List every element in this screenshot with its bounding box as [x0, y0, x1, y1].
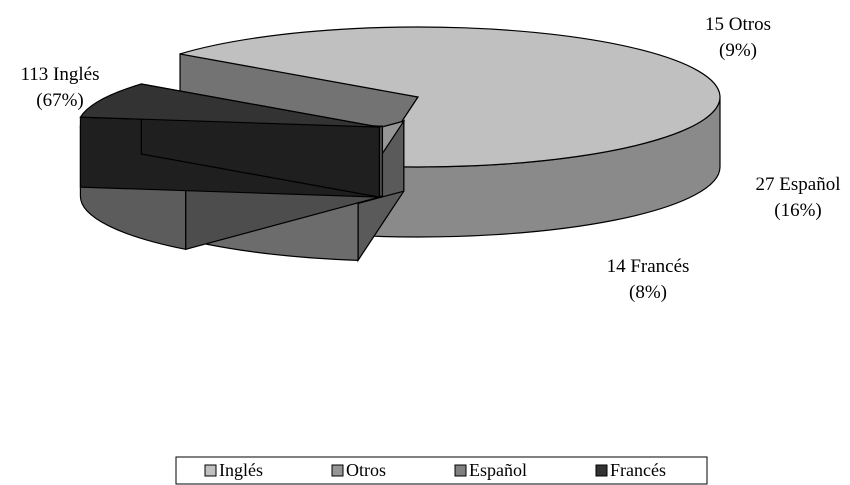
- legend-swatch: [595, 464, 608, 477]
- legend-label: Otros: [346, 460, 386, 480]
- legend-label: Francés: [610, 460, 666, 480]
- data-label-2-percent: (9%): [719, 40, 757, 61]
- legend-label: Español: [469, 460, 527, 480]
- data-label-1-percent: (67%): [36, 90, 83, 111]
- legend-swatch: [204, 464, 217, 477]
- legend-swatch: [331, 464, 344, 477]
- data-label-4-value: 14 Francés: [607, 256, 690, 277]
- data-label-3-value: 27 Español: [756, 174, 841, 195]
- data-label-2-value: 15 Otros: [705, 14, 771, 35]
- legend: Inglés Otros Español Francés: [175, 456, 708, 485]
- legend-label: Inglés: [219, 460, 263, 480]
- legend-box: [175, 456, 708, 485]
- pie-slice-1-top: [179, 26, 721, 168]
- data-label-3-percent: (16%): [774, 200, 821, 221]
- legend-swatch: [454, 464, 467, 477]
- data-label-1-value: 113 Inglés: [21, 64, 100, 85]
- legend-item-4: Francés: [595, 460, 666, 480]
- pie-slice-4-top: [79, 83, 380, 128]
- legend-item-3: Español: [454, 460, 527, 480]
- data-label-4-percent: (8%): [629, 282, 667, 303]
- pie-slices: [79, 26, 721, 263]
- data-labels: 113 Inglés (67%) 15 Otros (9%) 27 Español (16…: [21, 14, 841, 303]
- legend-item-1: Inglés: [204, 460, 263, 480]
- pie-slice-4: [79, 83, 380, 198]
- legend-item-2: Otros: [331, 460, 386, 480]
